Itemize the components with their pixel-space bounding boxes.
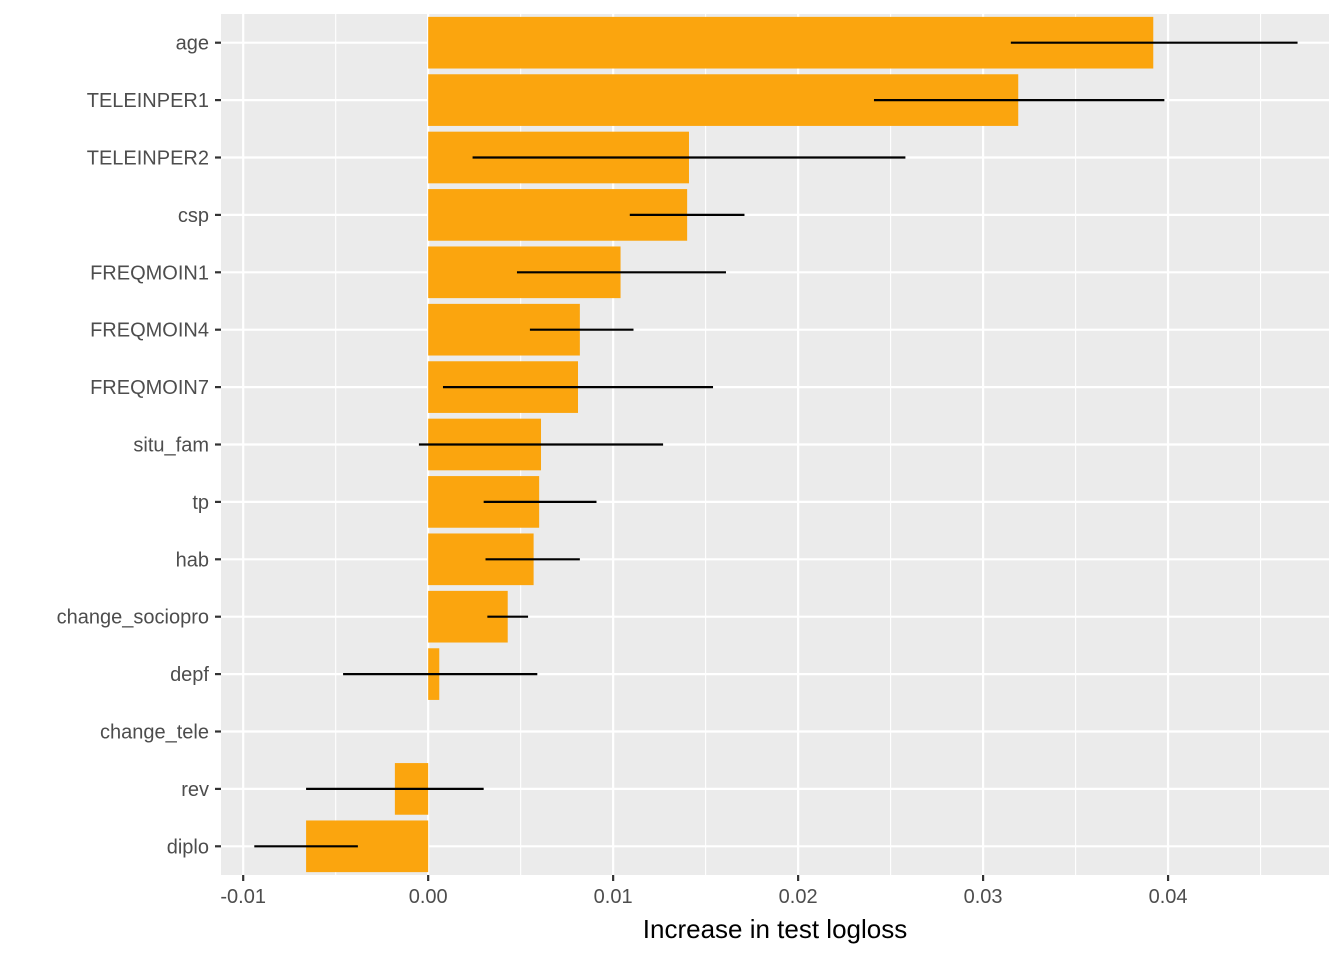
y-tick-label: rev: [181, 779, 209, 801]
y-tick-label: diplo: [167, 836, 209, 858]
y-tick-label: FREQMOIN1: [90, 262, 209, 284]
y-tick-label: TELEINPER2: [87, 148, 209, 170]
y-tick-label: csp: [178, 205, 209, 227]
y-axis: age TELEINPER1 TELEINPER2 csp FREQMOIN1 FREQM…: [57, 33, 221, 858]
x-axis: -0.01 0.00 0.01 0.02 0.03 0.04: [220, 875, 1188, 908]
y-tick-label: change_tele: [100, 722, 209, 744]
y-tick-label: TELEINPER1: [87, 90, 209, 112]
y-tick-label: tp: [192, 492, 209, 514]
y-tick-label: hab: [176, 549, 209, 571]
x-tick-label: 0.04: [1149, 886, 1188, 908]
y-tick-label: age: [176, 33, 209, 55]
y-tick-label: FREQMOIN4: [90, 320, 209, 342]
y-tick-label: change_sociopro: [57, 607, 209, 629]
y-tick-label: depf: [170, 664, 209, 686]
x-tick-label: 0.01: [594, 886, 633, 908]
x-tick-label: 0.00: [409, 886, 448, 908]
error-bars: [254, 41, 1298, 848]
x-axis-title: Increase in test logloss: [643, 914, 907, 944]
y-tick-label: situ_fam: [133, 435, 209, 457]
y-tick-label: FREQMOIN7: [90, 377, 209, 399]
x-tick-label: 0.02: [779, 886, 818, 908]
x-tick-label: -0.01: [220, 886, 266, 908]
x-tick-label: 0.03: [964, 886, 1003, 908]
